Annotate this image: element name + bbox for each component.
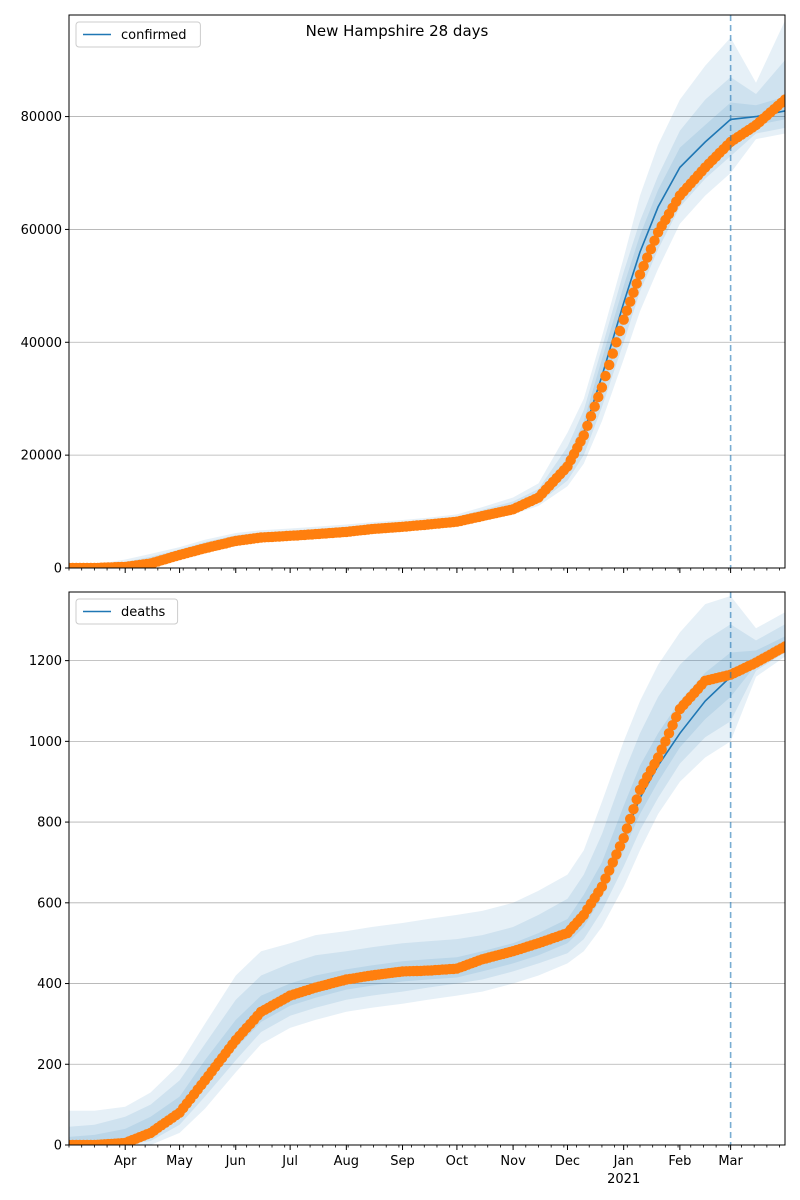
- y-tick-label: 1200: [29, 654, 62, 669]
- observed-point: [585, 411, 597, 422]
- figure-title: New Hampshire 28 days: [306, 22, 489, 40]
- observed-series: [69, 641, 785, 1145]
- observed-point: [779, 641, 785, 652]
- observed-point: [600, 370, 611, 382]
- observed-point: [631, 278, 642, 289]
- observed-point: [631, 794, 642, 805]
- observed-point: [578, 430, 589, 441]
- legend-label: confirmed: [121, 28, 187, 43]
- observed-point: [628, 804, 639, 815]
- y-tick-label: 0: [54, 1139, 62, 1154]
- observed-point: [671, 711, 682, 723]
- x-tick-label: Apr: [114, 1154, 137, 1169]
- y-tick-label: 40000: [21, 336, 62, 351]
- y-tick-label: 200: [37, 1058, 62, 1073]
- observed-point: [604, 359, 615, 371]
- legend: confirmed: [75, 21, 201, 48]
- legend-label: deaths: [121, 605, 166, 620]
- observed-point: [642, 252, 653, 263]
- observed-point: [596, 881, 608, 892]
- observed-point: [667, 720, 678, 731]
- observed-point: [604, 865, 615, 876]
- y-tick-label: 80000: [21, 110, 62, 125]
- plot-area: [69, 596, 785, 1145]
- observed-point: [628, 287, 639, 298]
- y-tick-label: 800: [37, 816, 62, 831]
- x-tick-label: Aug: [334, 1154, 359, 1169]
- y-tick-label: 0: [54, 562, 62, 577]
- observed-point: [645, 244, 657, 255]
- observed-point: [652, 752, 664, 763]
- x-tick-label: Nov: [500, 1154, 526, 1169]
- x-tick-label: Feb: [668, 1154, 691, 1169]
- legend-box: [75, 598, 179, 625]
- observed-point: [618, 833, 629, 844]
- legend-box: [75, 21, 201, 48]
- panel-deaths: 0 200 400 600 800 1000 1200 Apr May Jun Jul Aug Sep O…: [29, 591, 786, 1187]
- observed-point: [649, 235, 660, 246]
- x-tick-label: Sep: [390, 1154, 415, 1169]
- observed-point: [625, 296, 636, 307]
- observed-point: [589, 401, 600, 412]
- observed-point: [614, 325, 626, 337]
- observed-point: [638, 260, 649, 272]
- x-year-label: 2021: [607, 1172, 640, 1187]
- axes-frame: [68, 591, 786, 1146]
- x-tick-label: Dec: [555, 1154, 580, 1169]
- axes-frame: [68, 14, 786, 569]
- y-tick-label: 1000: [29, 735, 62, 750]
- x-tick-label: Jun: [225, 1154, 246, 1169]
- observed-point: [611, 337, 622, 348]
- observed-point: [621, 305, 633, 316]
- x-tick-label: May: [166, 1154, 193, 1169]
- observed-point: [593, 391, 604, 403]
- observed-point: [779, 94, 785, 105]
- observed-point: [656, 744, 667, 755]
- x-tick-label: Jan: [613, 1154, 634, 1169]
- x-tick-label: Oct: [446, 1154, 468, 1169]
- observed-point: [596, 382, 608, 393]
- observed-point: [607, 857, 618, 868]
- x-tick-label: Jul: [281, 1154, 298, 1169]
- observed-point: [634, 269, 646, 280]
- x-tick-label: Mar: [718, 1154, 743, 1169]
- observed-point: [663, 728, 675, 739]
- uncertainty-band: [69, 636, 785, 1145]
- uncertainty-band: [69, 20, 785, 568]
- uncertainty-band: [69, 624, 785, 1145]
- y-tick-label: 20000: [21, 449, 62, 464]
- y-tick-label: 60000: [21, 223, 62, 238]
- observed-point: [614, 841, 626, 852]
- observed-point: [625, 813, 636, 825]
- observed-point: [621, 823, 633, 834]
- uncertainty-band: [69, 596, 785, 1145]
- legend: deaths: [75, 598, 179, 625]
- y-tick-label: 400: [37, 977, 62, 992]
- uncertainty-band: [69, 60, 785, 568]
- y-tick-label: 600: [37, 896, 62, 911]
- panel-confirmed: 0 20000 40000 60000 80000 confirmed: [21, 14, 786, 577]
- chart-panels: 0 20000 40000 60000 80000 confirmed 0 200 400 600…: [21, 14, 786, 1187]
- observed-point: [660, 736, 671, 747]
- observed-point: [611, 849, 622, 860]
- observed-point: [600, 873, 611, 884]
- observed-point: [618, 314, 629, 325]
- observed-point: [582, 420, 593, 431]
- uncertainty-band: [69, 96, 785, 568]
- plot-area: [69, 20, 785, 568]
- observed-series: [69, 94, 785, 568]
- observed-point: [607, 348, 618, 359]
